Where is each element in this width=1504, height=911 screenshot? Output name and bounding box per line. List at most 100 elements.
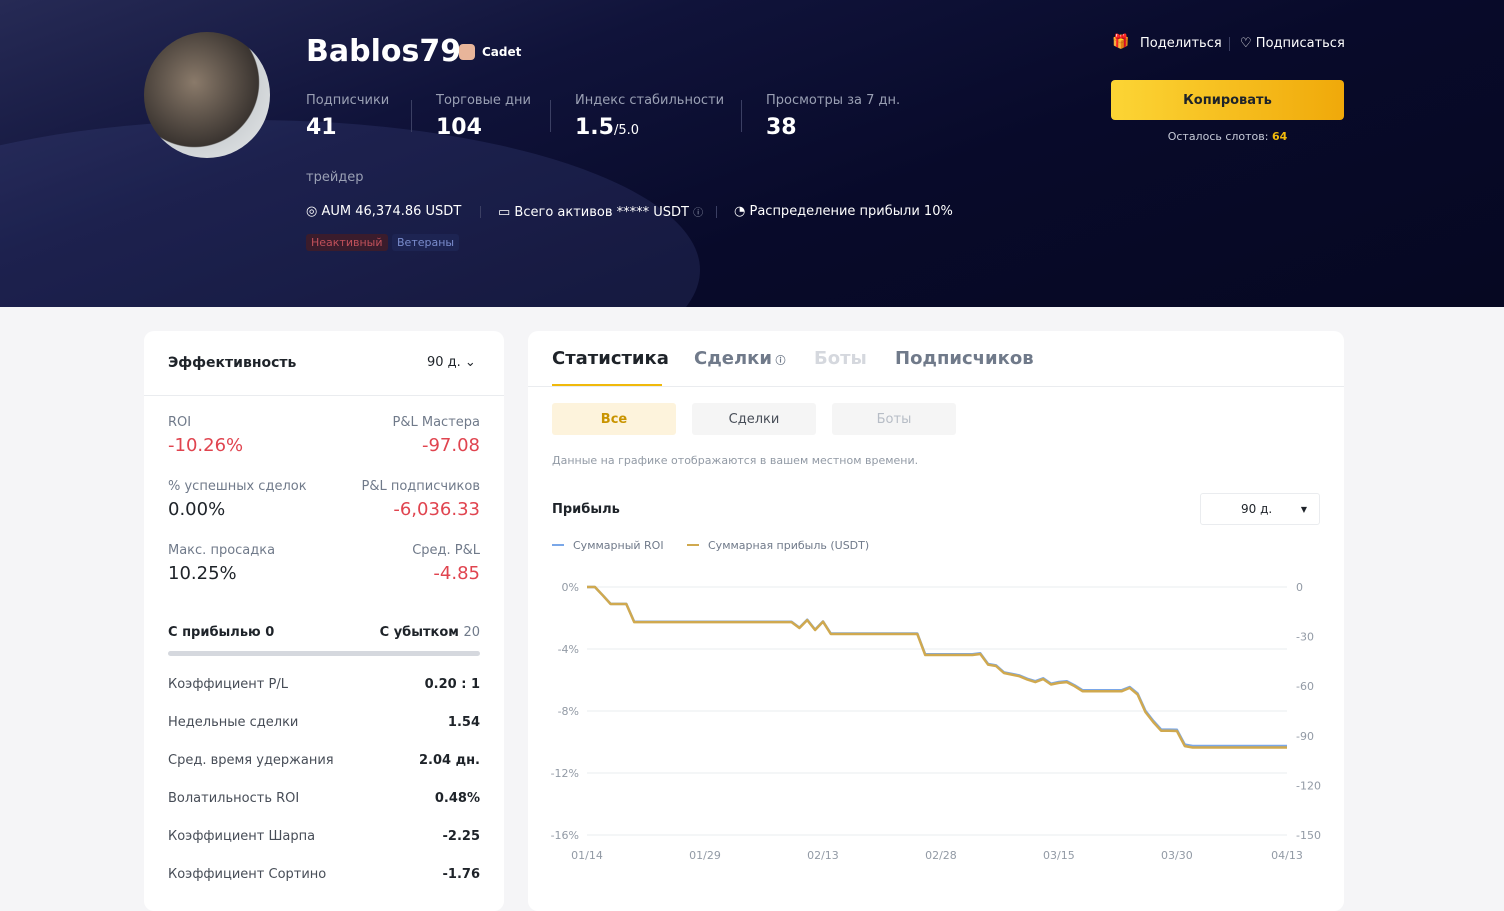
chart-title: Прибыль (552, 502, 620, 517)
subtab-active[interactable]: Все (552, 403, 676, 435)
legend-label: Суммарная прибыль (USDT) (708, 539, 869, 552)
share-button[interactable]: Поделиться (1140, 36, 1222, 51)
slots: Осталось слотов: 64 (1111, 130, 1344, 143)
row-label: Волатильность ROI (168, 791, 300, 806)
row-value: -1.76 (442, 867, 480, 882)
x-tick-label: 03/15 (1043, 849, 1075, 862)
metric-label: P&L Мастера (392, 415, 480, 430)
x-tick-label: 03/30 (1161, 849, 1193, 862)
row-value: 0.48% (434, 791, 480, 806)
metric-value: -6,036.33 (393, 499, 480, 520)
stat-label: Торговые дни (436, 93, 531, 108)
losses-value: 20 (463, 625, 480, 640)
row-value: 0.20 : 1 (424, 677, 480, 692)
metric-value: 10.25% (168, 563, 237, 584)
row-label: Недельные сделки (168, 715, 299, 730)
row-value: 2.04 дн. (418, 753, 480, 768)
metric-value: -97.08 (421, 435, 480, 456)
profit-chart: 0% -4% -8% -12% -16% 0 -30 -60 -90 -120 -150 01/14 0… (551, 539, 1321, 862)
tag: Неактивный (306, 234, 388, 251)
tab-underline (552, 384, 662, 386)
bio: трейдер (306, 170, 364, 185)
trader-name: Bablos79 (306, 34, 462, 69)
tab[interactable]: Боты (814, 348, 867, 369)
total-assets: Всего активов ***** USDT (514, 205, 690, 220)
stat-suffix: /5.0 (613, 123, 640, 138)
row-label: Коэффициент P/L (168, 677, 288, 692)
losses: С убытком 20 (380, 625, 480, 640)
divider (411, 100, 412, 132)
metric-label: ROI (168, 415, 192, 430)
period-select[interactable]: 90 д. ⌄ (427, 355, 476, 370)
x-tick-label: 04/13 (1271, 849, 1303, 862)
info-item: ◎ AUM 46,374.86 USDT (306, 204, 462, 219)
aum: AUM 46,374.86 USDT (321, 204, 462, 219)
stat-label: Просмотры за 7 дн. (766, 93, 901, 108)
metric-value: 0.00% (168, 499, 226, 520)
y2-tick-label: -120 (1296, 779, 1321, 792)
x-tick-label: 01/29 (689, 849, 721, 862)
y2-tick-label: 0 (1296, 581, 1303, 594)
wins-value: 0 (265, 625, 275, 640)
period: 90 д. (427, 355, 461, 370)
losses-label: С убытком (379, 625, 459, 640)
stat-value: 41 (306, 115, 337, 140)
note: Данные на графике отображаются в вашем м… (552, 454, 919, 467)
profile-header: Bablos79 Cadet Подписчики 41 Торговые дн… (0, 0, 1504, 307)
stat-value: 38 (766, 115, 797, 140)
subtab[interactable]: Боты (832, 403, 956, 435)
metric-label: Макс. просадка (168, 543, 276, 558)
perf-title: Эффективность (168, 355, 297, 371)
stat-value: 104 (436, 115, 482, 140)
x-tick-label: 01/14 (571, 849, 603, 862)
profit-share: Распределение прибыли 10% (749, 204, 953, 219)
slots-value: 64 (1271, 130, 1288, 143)
subscribe-label: Подписаться (1255, 36, 1345, 51)
badge-icon (459, 44, 475, 60)
metric-label: Сред. P&L (412, 543, 480, 558)
tag: Ветераны (392, 234, 460, 251)
stat-value: 1.5 (575, 115, 614, 140)
legend-label: Суммарный ROI (573, 539, 664, 552)
tab[interactable]: Статистика (552, 348, 669, 369)
row-value: -2.25 (442, 829, 480, 844)
y2-tick-label: -150 (1296, 829, 1321, 842)
subtab[interactable]: Сделки (692, 403, 816, 435)
separator (528, 386, 1344, 387)
series-line (587, 585, 1287, 749)
divider (741, 100, 742, 132)
y2-tick-label: -60 (1296, 680, 1314, 693)
stat-value: 1.5/5.0 (575, 115, 639, 140)
wins-label: С прибылью (168, 625, 261, 640)
info-item: ▭ Всего активов ***** USDT ⓘ (498, 205, 704, 220)
performance-card: Эффективность 90 д. ⌄ С прибылью 0 С убы… (144, 331, 504, 911)
tab-label: Сделки (694, 348, 772, 369)
tab[interactable]: Подписчиков (895, 348, 1034, 369)
row-label: Сред. время удержания (168, 753, 334, 768)
series-line (587, 585, 1287, 748)
share-icon: 🎁 (1112, 34, 1130, 50)
divider (550, 100, 551, 132)
metric-label: % успешных сделок (168, 479, 307, 494)
y-tick-label: 0% (562, 581, 579, 594)
x-tick-label: 02/28 (925, 849, 957, 862)
row-label: Коэффициент Сортино (168, 867, 327, 882)
y2-tick-label: -90 (1296, 730, 1314, 743)
subscribe-button[interactable]: ♡ Подписаться (1240, 36, 1345, 51)
chart-period-select[interactable]: 90 д. ▼ (1200, 493, 1320, 525)
row-value: 1.54 (447, 715, 480, 730)
metric-value: -4.85 (433, 563, 480, 584)
avatar[interactable] (144, 32, 270, 158)
chart-period: 90 д. (1241, 502, 1273, 516)
y-tick-label: -12% (551, 767, 579, 780)
metric-value: -10.26% (168, 435, 244, 456)
divider (716, 206, 717, 218)
divider (480, 206, 481, 218)
page: Bablos79 Cadet Подписчики 41 Торговые дн… (0, 0, 1504, 882)
tab[interactable]: Сделки ⓘ (694, 348, 786, 369)
slots-label: Осталось слотов: (1167, 130, 1269, 143)
separator (144, 395, 504, 396)
copy-button[interactable]: Копировать (1111, 80, 1344, 120)
stat-label: Индекс стабильности (575, 93, 725, 108)
stat-label: Подписчики (306, 93, 390, 108)
